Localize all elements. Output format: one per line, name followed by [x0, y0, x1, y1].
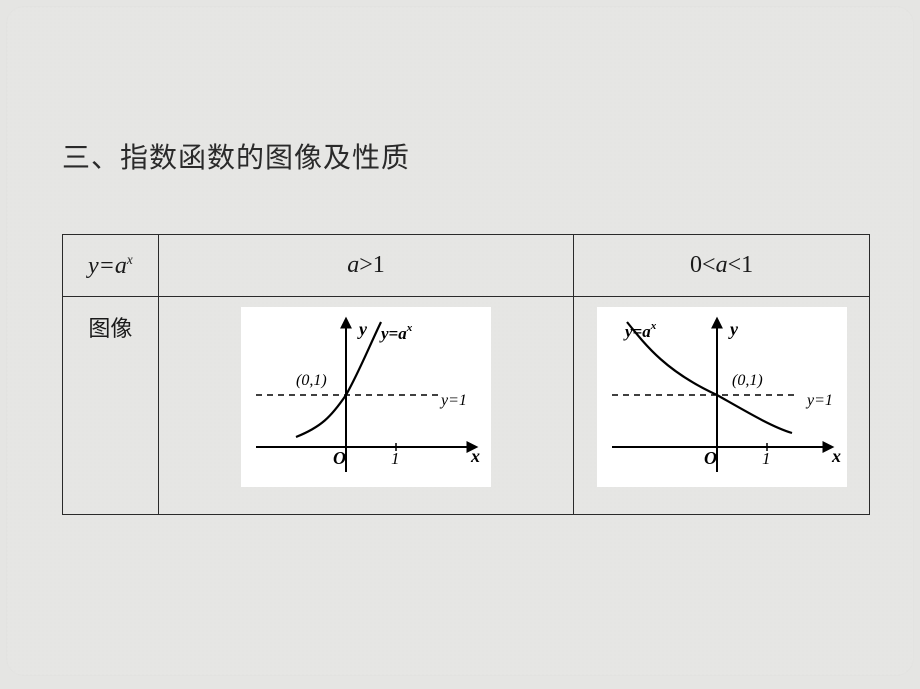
table-header-row: y=ax a>1 0<a<1	[63, 235, 870, 297]
graph-box-growth: y x O 1 (0,1) y=1 y=ax	[241, 307, 491, 487]
svg-text:y=ax: y=ax	[379, 322, 413, 343]
a-var: a	[347, 252, 359, 278]
lt-post: <1	[728, 252, 754, 278]
svg-text:(0,1): (0,1)	[732, 372, 763, 389]
graph-box-decay: y x O 1 (0,1) y=1 y=ax	[597, 307, 847, 487]
yax-sup: x	[127, 252, 133, 267]
svg-text:y=ax: y=ax	[623, 320, 657, 341]
a-var-2: a	[716, 252, 728, 278]
growth-chart: y x O 1 (0,1) y=1 y=ax	[241, 307, 491, 487]
section-heading: 三、指数函数的图像及性质	[62, 136, 410, 176]
svg-text:y=1: y=1	[805, 392, 833, 409]
svg-text:1: 1	[391, 449, 400, 468]
row-label-graph: 图像	[63, 297, 159, 515]
svg-text:y: y	[357, 319, 368, 339]
svg-text:(0,1): (0,1)	[296, 372, 327, 389]
svg-text:x: x	[831, 446, 841, 466]
gt1-text: >1	[359, 252, 385, 278]
svg-text:1: 1	[762, 449, 771, 468]
svg-text:x: x	[470, 446, 480, 466]
svg-text:y=1: y=1	[439, 392, 467, 409]
header-cell-a-lt-1: 0<a<1	[574, 235, 870, 297]
svg-text:y: y	[728, 319, 739, 339]
header-cell-function: y=ax	[63, 235, 159, 297]
header-cell-a-gt-1: a>1	[158, 235, 573, 297]
lt-pre: 0<	[690, 252, 716, 278]
table-graph-row: 图像 y x O 1 (0,1) y=1 y=ax y x O 1 (0,1) y=1 y=ax	[63, 297, 870, 515]
svg-text:O: O	[704, 448, 717, 468]
decay-chart: y x O 1 (0,1) y=1 y=ax	[597, 307, 847, 487]
yax-base: y=a	[88, 253, 127, 279]
graph-cell-growth: y x O 1 (0,1) y=1 y=ax	[158, 297, 573, 515]
svg-text:O: O	[333, 448, 346, 468]
graph-cell-decay: y x O 1 (0,1) y=1 y=ax	[574, 297, 870, 515]
properties-table: y=ax a>1 0<a<1 图像 yxO1(0,1)y=1y=ax yxO1(…	[62, 234, 870, 515]
slide-card: 三、指数函数的图像及性质 y=ax a>1 0<a<1 图像 yxO1(0,1)…	[6, 6, 914, 676]
